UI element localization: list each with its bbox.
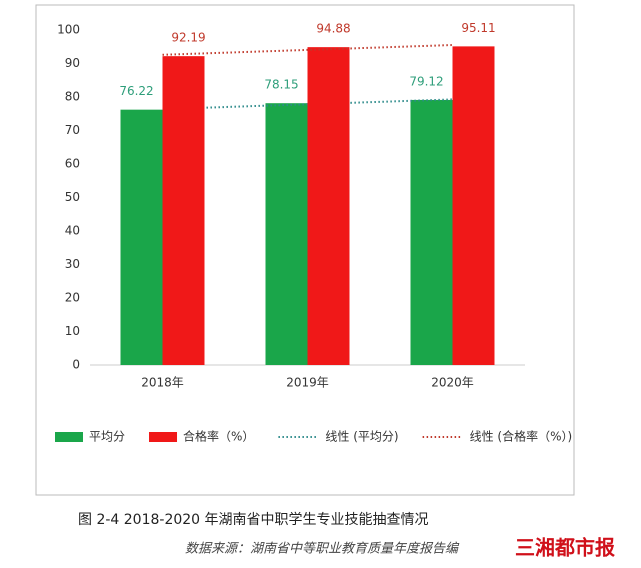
value-label: 76.22 [119, 84, 153, 98]
y-tick-label: 90 [65, 56, 80, 70]
y-tick-label: 40 [65, 224, 80, 238]
value-label: 78.15 [264, 78, 298, 92]
legend-swatch [55, 432, 83, 442]
legend-label: 合格率（%） [183, 429, 254, 444]
trendline [162, 44, 453, 56]
legend-swatch [149, 432, 178, 442]
y-tick-label: 0 [72, 358, 80, 372]
source: 数据来源：湖南省中等职业教育质量年度报告编 [185, 541, 460, 557]
y-tick-label: 80 [65, 90, 80, 104]
y-tick-label: 70 [65, 123, 80, 137]
x-tick-label: 2020年 [431, 376, 474, 390]
value-label: 95.11 [461, 21, 495, 35]
caption: 图 2-4 2018-2020 年湖南省中职学生专业技能抽查情况 [78, 512, 429, 528]
bar [120, 109, 163, 366]
bar [452, 46, 495, 365]
y-tick-label: 100 [57, 23, 80, 37]
x-tick-label: 2018年 [141, 376, 184, 390]
value-label: 94.88 [316, 22, 350, 36]
y-tick-label: 60 [65, 157, 80, 171]
x-tick-label: 2019年 [286, 376, 329, 390]
y-tick-label: 50 [65, 190, 80, 204]
bar [265, 103, 308, 365]
value-label: 92.19 [171, 31, 205, 45]
bar [307, 47, 350, 365]
watermark: 三湘都市报 [515, 536, 615, 560]
legend-label: 线性 (平均分) [325, 430, 398, 444]
legend-label: 线性 (合格率（%）) [470, 429, 573, 444]
y-tick-label: 20 [65, 291, 80, 305]
value-label: 79.12 [409, 74, 443, 88]
y-tick-label: 10 [65, 324, 80, 338]
bar [410, 99, 453, 365]
bar [162, 56, 205, 365]
y-tick-label: 30 [65, 257, 80, 271]
legend-label: 平均分 [89, 430, 125, 444]
